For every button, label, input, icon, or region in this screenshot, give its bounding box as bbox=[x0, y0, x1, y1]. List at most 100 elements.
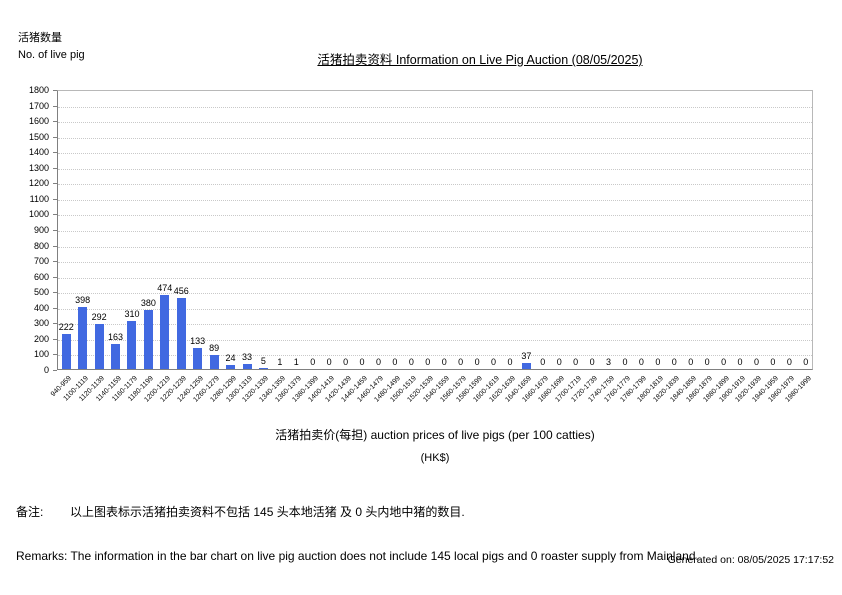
bar-value-label: 0 bbox=[573, 357, 579, 367]
bar-value-label: 0 bbox=[474, 357, 480, 367]
bar-value-label: 133 bbox=[190, 336, 206, 346]
y-tick-mark bbox=[53, 90, 57, 91]
bar-value-label: 474 bbox=[157, 283, 173, 293]
bar-value-label: 310 bbox=[124, 309, 140, 319]
bar bbox=[94, 324, 104, 369]
y-tick-mark bbox=[53, 370, 57, 371]
bar-value-label: 292 bbox=[91, 312, 107, 322]
gridline bbox=[58, 199, 812, 201]
y-axis-title: 活猪数量 No. of live pig bbox=[18, 30, 85, 64]
bar-value-label: 0 bbox=[721, 357, 727, 367]
bar-value-label: 1 bbox=[293, 357, 299, 367]
bar-value-label: 1 bbox=[277, 357, 283, 367]
bar bbox=[209, 355, 219, 369]
y-tick-mark bbox=[53, 152, 57, 154]
bar-value-label: 456 bbox=[173, 286, 189, 296]
remark-line-en: Remarks: The information in the bar char… bbox=[16, 549, 699, 563]
bar-value-label: 0 bbox=[326, 357, 332, 367]
y-tick-mark bbox=[53, 307, 57, 309]
bar-value-label: 0 bbox=[786, 357, 792, 367]
bar bbox=[61, 334, 71, 369]
y-tick-mark bbox=[53, 214, 57, 216]
gridline bbox=[58, 246, 812, 248]
gridline bbox=[58, 106, 812, 108]
y-tick-label: 1600 bbox=[28, 116, 49, 127]
bar-value-label: 0 bbox=[770, 357, 776, 367]
y-tick-mark bbox=[53, 276, 57, 278]
gridline bbox=[58, 324, 812, 326]
bar-value-label: 37 bbox=[521, 351, 532, 361]
bar-value-label: 0 bbox=[507, 357, 513, 367]
gridline bbox=[58, 184, 812, 186]
y-tick-label: 200 bbox=[33, 333, 49, 344]
gridline bbox=[58, 231, 812, 232]
x-axis-title: 活猪拍卖价(每担) auction prices of live pigs (p… bbox=[275, 428, 595, 442]
y-tick-mark bbox=[53, 167, 57, 169]
bar-value-label: 5 bbox=[260, 356, 266, 366]
gridline bbox=[58, 277, 812, 279]
bar-value-label: 33 bbox=[241, 352, 252, 362]
y-tick-label: 1100 bbox=[29, 193, 49, 204]
y-tick-label: 1400 bbox=[28, 147, 49, 158]
bar-value-label: 0 bbox=[704, 357, 710, 367]
y-tick-mark bbox=[53, 354, 57, 356]
chart-title: 活猪拍卖资料 Information on Live Pig Auction (… bbox=[317, 53, 643, 67]
gridline bbox=[58, 168, 812, 170]
bar-value-label: 0 bbox=[441, 357, 447, 367]
y-tick-mark bbox=[53, 338, 57, 340]
bar-value-label: 0 bbox=[408, 357, 414, 367]
gridline bbox=[58, 122, 812, 124]
bar-value-label: 0 bbox=[803, 357, 809, 367]
gridline bbox=[58, 153, 812, 155]
bar-value-label: 222 bbox=[58, 322, 74, 332]
remarks-block: 备注: 以上图表标示活猪拍卖资料不包括 145 头本地活猪 及 0 头内地中猪的… bbox=[16, 476, 699, 595]
bar-value-label: 0 bbox=[310, 357, 316, 367]
bar-value-label: 0 bbox=[425, 357, 431, 367]
y-tick-mark bbox=[53, 198, 57, 200]
bar-value-label: 0 bbox=[753, 357, 759, 367]
bar-value-label: 163 bbox=[108, 332, 124, 342]
y-tick-label: 1800 bbox=[28, 85, 49, 95]
gridline bbox=[58, 137, 812, 139]
bar bbox=[127, 321, 137, 369]
y-axis-title-en: No. of live pig bbox=[18, 49, 85, 61]
bar-value-label: 0 bbox=[556, 357, 562, 367]
bar-value-label: 0 bbox=[392, 357, 398, 367]
bar-value-label: 0 bbox=[638, 357, 644, 367]
gridline bbox=[58, 262, 812, 264]
x-axis-unit: (HK$) bbox=[420, 452, 450, 464]
bar-value-label: 0 bbox=[737, 357, 743, 367]
y-tick-mark bbox=[53, 245, 57, 247]
y-axis-title-zh: 活猪数量 bbox=[18, 32, 62, 44]
y-tick-label: 0 bbox=[43, 365, 49, 375]
y-tick-label: 700 bbox=[33, 256, 49, 267]
bar-value-label: 0 bbox=[491, 357, 497, 367]
y-tick-mark bbox=[53, 230, 57, 231]
y-tick-label: 500 bbox=[33, 287, 49, 298]
bar-value-label: 398 bbox=[75, 295, 91, 305]
y-tick-label: 400 bbox=[33, 302, 49, 313]
bar bbox=[143, 310, 153, 369]
y-tick-mark bbox=[53, 183, 57, 185]
bar-chart-plot-area: 222 398 292 163 310 380 474 456 133 89 24 33 5 1 1 0 0 0 0… bbox=[57, 90, 813, 370]
y-axis: 0 100 200 300 400 500 600 700 800 900 1000 1100 1200… bbox=[0, 86, 57, 375]
gridline bbox=[58, 215, 812, 217]
gridline bbox=[58, 339, 812, 341]
y-tick-label: 1000 bbox=[28, 209, 49, 220]
bar-value-label: 89 bbox=[209, 343, 220, 353]
bar bbox=[193, 348, 203, 369]
bar bbox=[111, 344, 121, 369]
generated-timestamp: Generated on: 08/05/2025 17:17:52 bbox=[667, 554, 834, 566]
y-tick-label: 300 bbox=[33, 318, 49, 329]
bar bbox=[160, 295, 170, 369]
bar bbox=[521, 363, 531, 369]
bar-value-label: 0 bbox=[359, 357, 365, 367]
bar-value-label: 0 bbox=[655, 357, 661, 367]
remark-line-zh: 备注: 以上图表标示活猪拍卖资料不包括 145 头本地活猪 及 0 头内地中猪的… bbox=[16, 505, 465, 519]
y-tick-label: 600 bbox=[33, 271, 49, 282]
x-axis-labels: 940-959 1100-1119 1120-1139 1140-1159 1160-1… bbox=[50, 372, 813, 424]
y-tick-label: 1500 bbox=[28, 131, 49, 142]
y-tick-label: 800 bbox=[33, 240, 49, 251]
y-tick-mark bbox=[53, 105, 57, 107]
